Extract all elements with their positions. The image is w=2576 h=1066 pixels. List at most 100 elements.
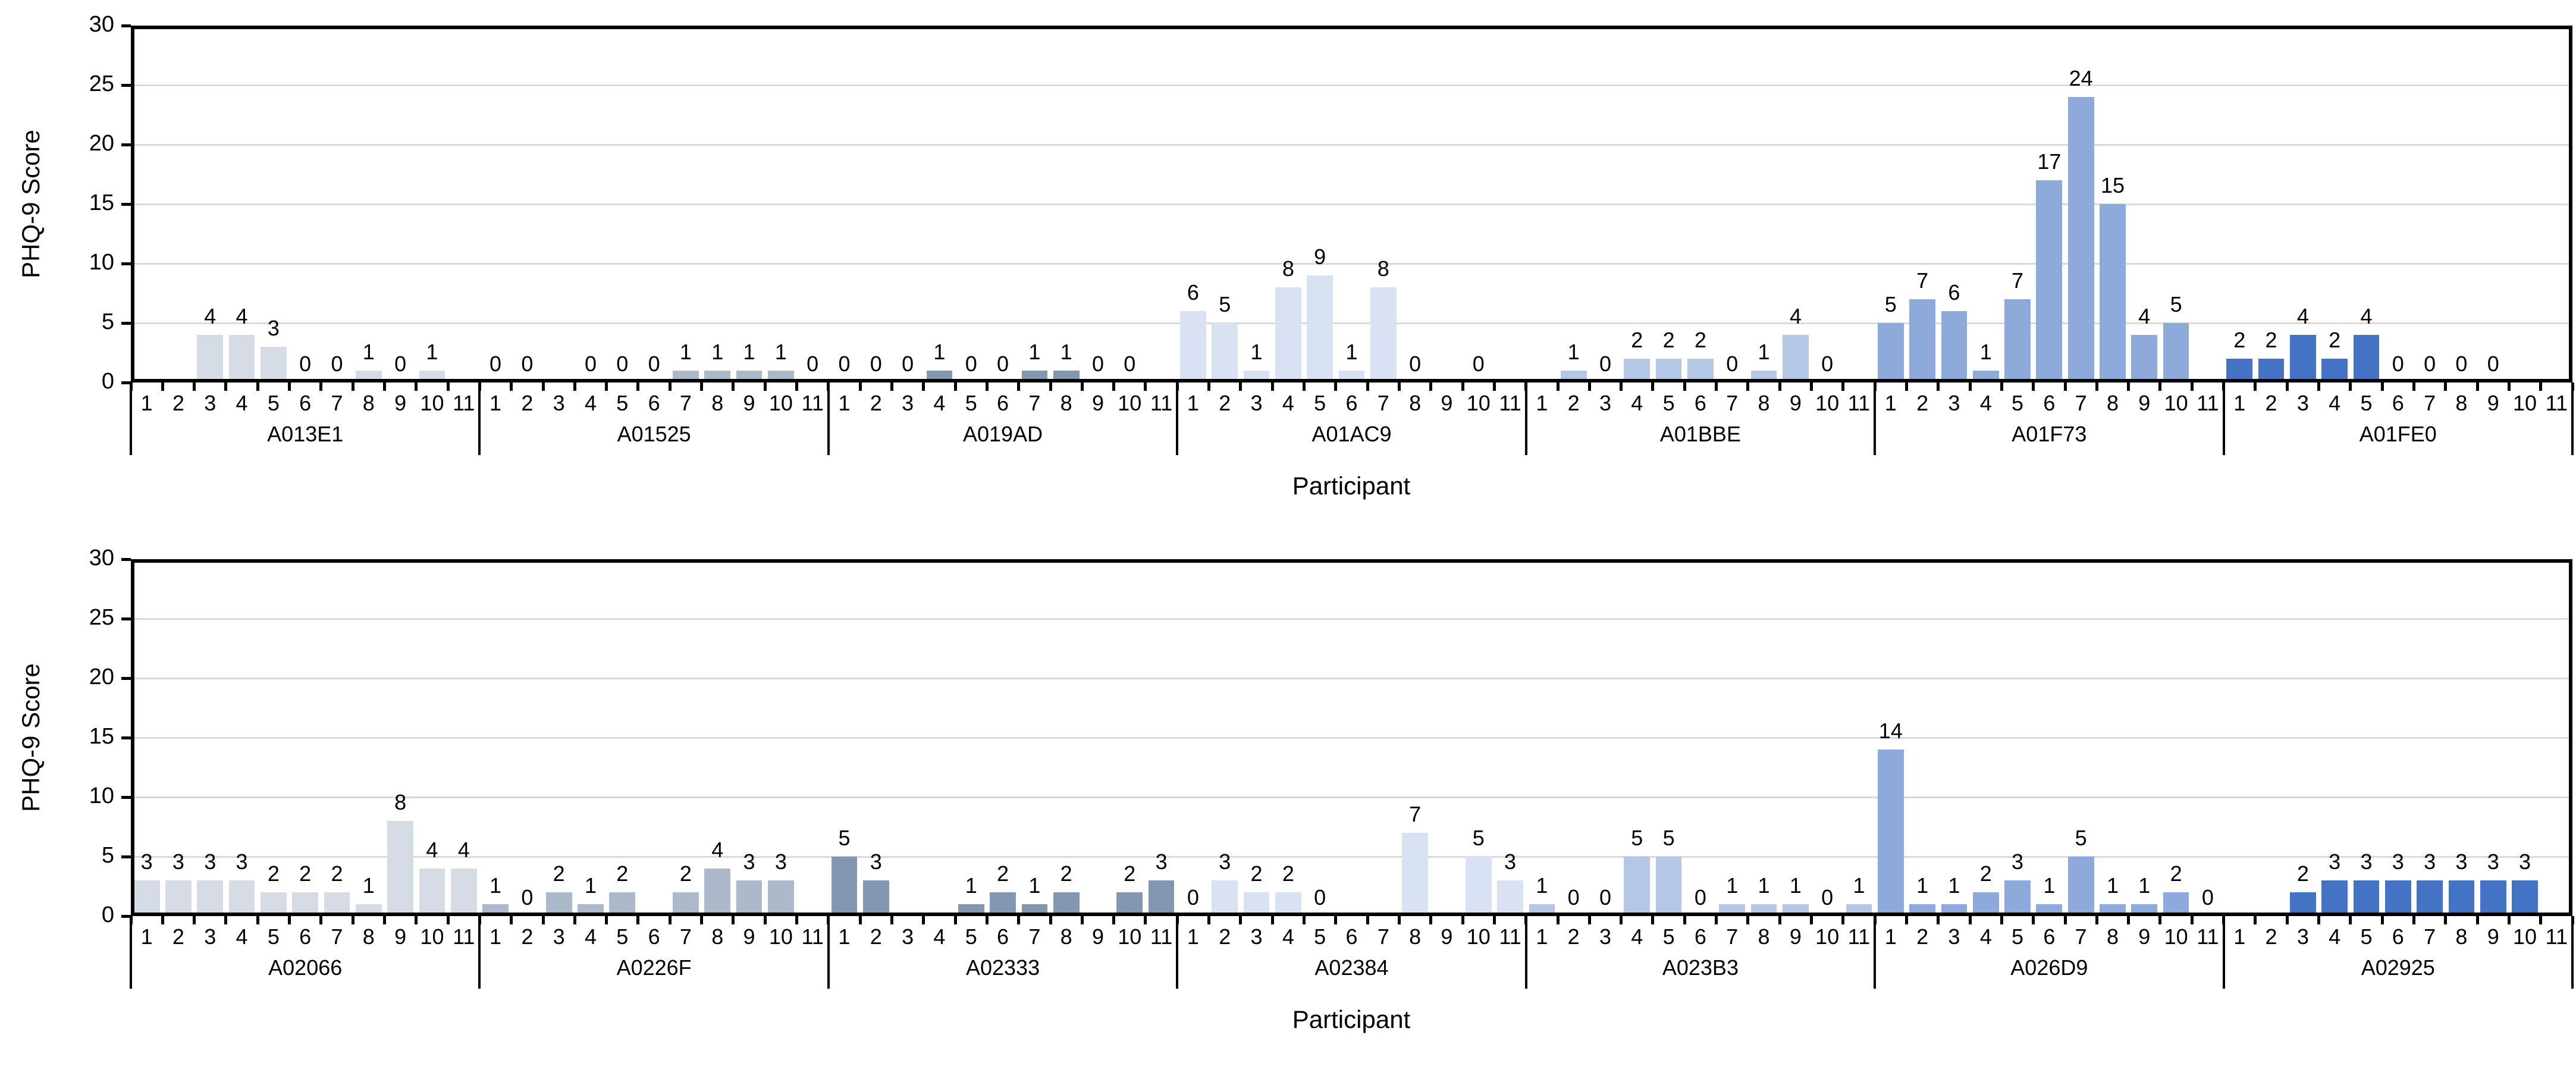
x-tick-label: 7 — [2075, 391, 2087, 415]
x-tick-label: 3 — [1948, 924, 1960, 949]
x-tick-label: 7 — [1377, 391, 1389, 415]
x-tick-label: 3 — [1599, 391, 1611, 415]
bar-value-label: 5 — [2170, 292, 2182, 316]
y-axis-tick — [121, 736, 131, 739]
x-tick-label: 6 — [299, 924, 312, 949]
bar — [673, 892, 699, 916]
x-axis-tick — [478, 382, 481, 391]
x-tick-label: 11 — [1150, 391, 1173, 415]
bar-value-label: 0 — [2455, 352, 2468, 376]
x-axis-tick — [2571, 916, 2574, 924]
bar-value-label: 4 — [2360, 304, 2373, 328]
y-axis-tick — [121, 676, 131, 680]
x-tick-label: 1 — [1536, 391, 1548, 415]
bar-value-label: 0 — [965, 352, 977, 376]
x-axis-tick — [1080, 916, 1084, 924]
gridline — [131, 322, 2572, 324]
bar-value-label: 15 — [2100, 173, 2125, 197]
bar-value-label: 1 — [1028, 340, 1041, 364]
x-tick-label: 9 — [394, 391, 407, 415]
bar-value-label: 2 — [1250, 861, 1263, 886]
x-axis-tick — [1397, 916, 1401, 924]
bar-value-label: 2 — [2233, 328, 2246, 352]
x-tick-label: 3 — [902, 391, 914, 415]
x-axis-tick — [1017, 382, 1021, 391]
bar — [673, 371, 699, 382]
x-tick-label: 5 — [267, 924, 280, 949]
x-tick-label: 6 — [997, 391, 1009, 415]
bar-value-label: 5 — [1631, 826, 1643, 850]
x-tick-label: 10 — [1815, 391, 1840, 415]
x-axis-tick — [1144, 382, 1147, 391]
x-axis-tick — [700, 382, 704, 391]
gridline — [131, 736, 2572, 739]
x-axis-tick — [2475, 916, 2479, 924]
bar-value-label: 3 — [870, 849, 882, 874]
gridline — [131, 203, 2572, 205]
x-axis-tick — [1080, 382, 1084, 391]
x-axis-tick — [1175, 916, 1179, 924]
x-tick-label: 8 — [2455, 924, 2468, 949]
x-tick-label: 8 — [2106, 391, 2119, 415]
bar-value-label: 0 — [394, 352, 407, 376]
x-tick-label: 1 — [490, 924, 502, 949]
x-axis-tick — [827, 382, 830, 391]
x-axis-tick — [2095, 916, 2098, 924]
y-tick-label: 10 — [89, 783, 114, 808]
bar-value-label: 8 — [394, 790, 407, 814]
bar-value-label: 5 — [2075, 826, 2087, 850]
x-axis-tick — [2285, 916, 2289, 924]
x-axis-tick — [732, 916, 735, 924]
x-axis-tick — [1461, 382, 1464, 391]
bar — [1053, 371, 1080, 382]
x-axis-tick — [1207, 916, 1211, 924]
x-tick-label: 10 — [2513, 391, 2537, 415]
x-tick-label: 3 — [2296, 391, 2309, 415]
bar — [1941, 311, 1968, 382]
bar-value-label: 3 — [2455, 849, 2468, 874]
x-tick-label: 6 — [1694, 391, 1706, 415]
bar — [1021, 904, 1048, 916]
bar-value-label: 1 — [1948, 873, 1960, 898]
bar-value-label: 3 — [1219, 849, 1231, 874]
bar — [1972, 892, 1999, 916]
x-tick-label: 1 — [2233, 391, 2246, 415]
bar-value-label: 0 — [1567, 885, 1580, 910]
group-separator — [1176, 382, 1179, 455]
x-tick-label: 1 — [140, 924, 153, 949]
x-axis-tick — [1112, 916, 1116, 924]
bar — [2353, 880, 2380, 916]
bar-value-label: 3 — [1155, 849, 1168, 874]
x-tick-label: 5 — [1314, 391, 1326, 415]
x-tick-label: 9 — [1789, 391, 1802, 415]
bar — [1909, 904, 1935, 916]
bar — [2258, 359, 2285, 382]
x-tick-label: 8 — [362, 924, 375, 949]
x-axis-tick — [1524, 916, 1528, 924]
x-tick-label: 11 — [801, 391, 824, 415]
x-axis-tick — [1651, 916, 1655, 924]
x-axis-tick — [1175, 382, 1179, 391]
x-axis-tick — [1556, 382, 1560, 391]
bar — [609, 892, 636, 916]
x-tick-label: 6 — [1694, 924, 1706, 949]
x-axis-tick — [1017, 916, 1021, 924]
x-axis-tick — [1904, 916, 1908, 924]
x-tick-label: 7 — [2424, 924, 2436, 949]
bar-value-label: 4 — [204, 304, 217, 328]
x-axis-tick — [1303, 382, 1306, 391]
bar-value-label: 7 — [2012, 268, 2024, 293]
bar — [261, 347, 287, 382]
x-axis-tick — [1715, 382, 1718, 391]
bar-value-label: 1 — [1345, 340, 1358, 364]
group-separator — [130, 916, 132, 989]
bar-value-label: 0 — [1821, 352, 1834, 376]
x-tick-label: 2 — [1219, 924, 1231, 949]
x-axis-tick — [2539, 916, 2543, 924]
x-axis-tick — [510, 382, 513, 391]
x-tick-label: 11 — [801, 924, 824, 949]
x-tick-label: 7 — [1726, 391, 1739, 415]
bar — [355, 371, 382, 382]
participant-label: A026D9 — [2010, 955, 2088, 980]
